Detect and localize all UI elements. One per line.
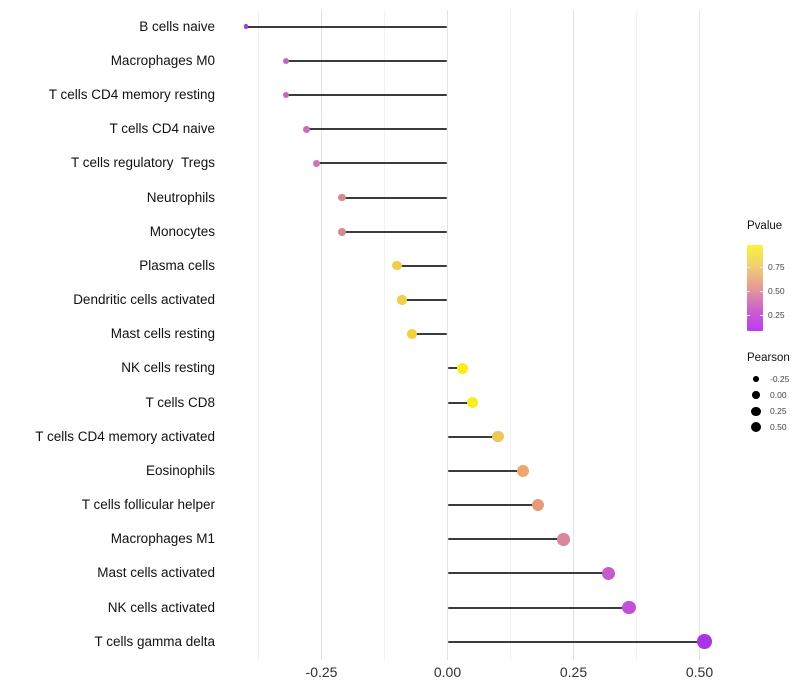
pvalue-tick-notch [747,290,750,292]
pvalue-tick-notch [747,314,750,316]
lollipop-segment [447,401,473,404]
lollipop-dot [337,227,346,236]
y-axis-label: Mast cells activated [97,565,215,581]
lollipop-segment [447,606,629,609]
lollipop-segment [341,196,448,199]
pvalue-tick-label: 0.50 [768,286,785,296]
y-axis-label: T cells CD4 memory activated [35,428,215,444]
grid-minor-line [636,10,637,660]
lollipop-segment [447,538,564,541]
pearson-legend-dot [750,422,762,433]
x-axis-tick-label: -0.25 [305,664,338,680]
y-axis-label: B cells naive [139,18,215,34]
lollipop-dot [337,193,346,202]
pvalue-tick-notch [760,314,763,316]
lollipop-segment [447,435,498,438]
pvalue-tick-notch [760,266,763,268]
y-axis-label: Macrophages M0 [110,52,215,68]
y-axis-label: T cells follicular helper [81,497,215,513]
y-axis-label: Eosinophils [145,462,215,478]
lollipop-segment [316,162,448,165]
y-axis-label: NK cells activated [107,599,215,615]
lollipop-segment [341,230,448,233]
grid-major-line [699,10,700,660]
lollipop-dot [283,57,290,64]
lollipop-segment [306,128,448,131]
lollipop-dot [302,125,310,133]
lollipop-dot [697,634,712,650]
grid-major-line [447,10,448,660]
lollipop-segment [397,264,448,267]
y-axis-label: Dendritic cells activated [73,292,215,308]
lollipop-dot [467,397,479,408]
lollipop-dot [283,91,290,99]
lollipop-segment [412,333,448,336]
pvalue-tick-notch [760,290,763,292]
lollipop-dot [602,566,616,581]
y-axis-label: Neutrophils [146,189,215,205]
pearson-legend-dot [753,375,759,382]
grid-major-line [321,10,322,660]
y-axis-label: T cells regulatory Tregs [70,155,215,171]
lollipop-segment [447,367,463,370]
pearson-legend-label: 0.50 [770,422,787,433]
lollipop-dot [407,329,418,340]
x-axis-tick-label: 0.00 [433,664,462,680]
x-axis-tick-label: 0.25 [559,664,588,680]
lollipop-dot [492,431,504,443]
pearson-legend-dot [752,391,760,399]
lollipop-dot [392,261,402,271]
lollipop-segment [447,504,539,507]
lollipop-segment [286,59,448,62]
grid-minor-line [384,10,385,660]
lollipop-segment [245,25,448,28]
pvalue-colorbar [747,245,763,331]
lollipop-dot [557,533,570,546]
pvalue-tick-notch [747,266,750,268]
pvalue-legend-title: Pvalue [747,220,783,232]
lollipop-segment [286,93,448,96]
pearson-legend-label: 0.25 [770,406,787,417]
lollipop-dot [457,363,468,374]
y-axis-label: T cells CD4 naive [109,121,215,137]
y-axis-label: Mast cells resting [110,326,215,342]
lollipop-segment [447,469,524,472]
lollipop-dot [532,499,545,512]
lollipop-dot [243,24,249,29]
y-axis-label: Monocytes [149,223,215,239]
lollipop-segment [447,640,705,643]
y-axis-label: Macrophages M1 [110,531,215,547]
y-axis-label: T cells gamma delta [94,633,215,649]
y-axis-label: NK cells resting [121,360,215,376]
y-axis-label: T cells CD4 memory resting [48,86,215,102]
pearson-legend-dot [751,406,761,416]
grid-minor-line [510,10,511,660]
pvalue-tick-label: 0.25 [768,310,785,320]
lollipop-dot [397,295,407,305]
lollipop-dot [517,465,529,477]
pearson-legend-label: -0.25 [770,373,790,384]
lollipop-dot [622,600,636,615]
pearson-legend-label: 0.00 [770,389,787,400]
pvalue-tick-label: 0.75 [768,262,785,272]
y-axis-label: Plasma cells [139,257,215,273]
grid-major-line [573,10,574,660]
y-axis-label: T cells CD8 [145,394,215,410]
grid-minor-line [258,10,259,660]
lollipop-segment [402,299,448,302]
lollipop-dot [312,159,321,167]
pearson-legend-title: Pearson [747,352,790,364]
lollipop-segment [447,572,609,575]
x-axis-tick-label: 0.50 [685,664,714,680]
